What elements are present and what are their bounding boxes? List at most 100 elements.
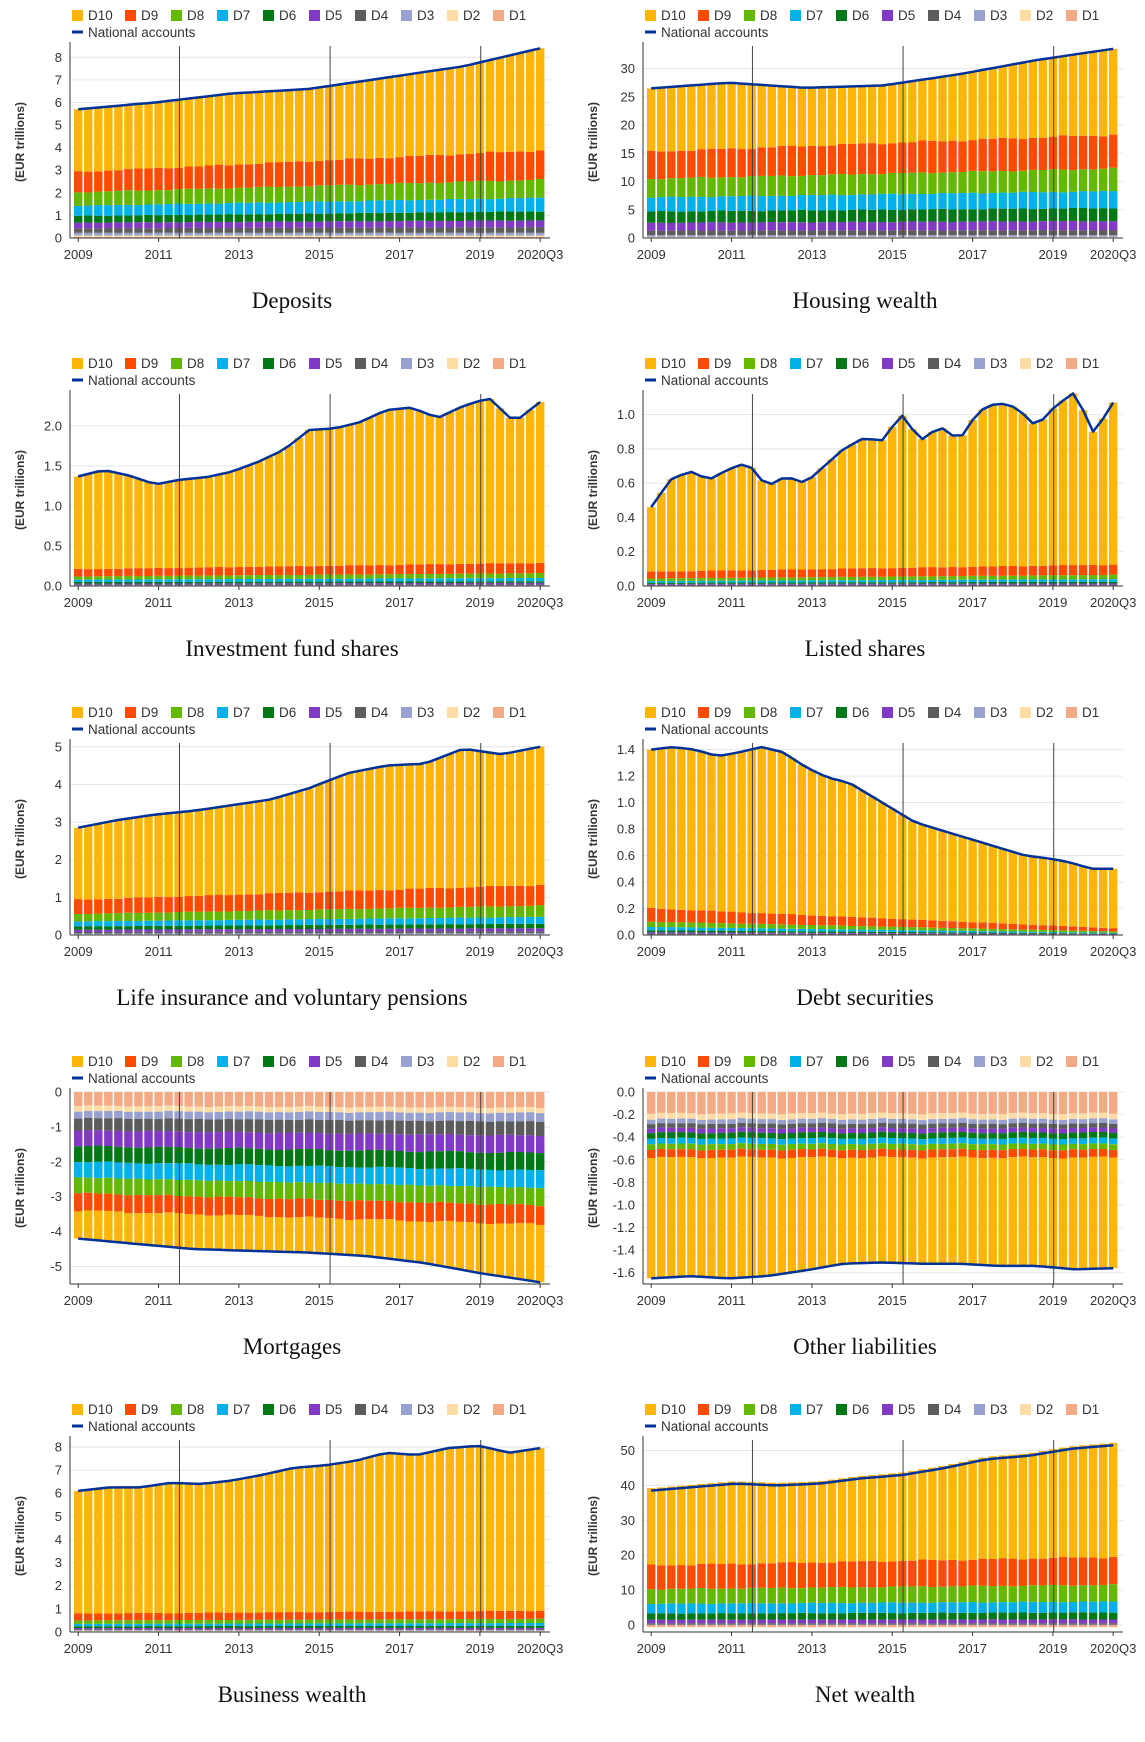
bar-d7 <box>798 929 806 931</box>
bar-d3 <box>395 233 403 236</box>
bar-d8 <box>184 1180 192 1197</box>
bar-d6 <box>888 932 896 933</box>
bar-d4 <box>425 931 433 933</box>
bar-d5 <box>265 1628 273 1629</box>
bar-d5 <box>436 1628 444 1629</box>
legend-swatch-d10 <box>72 1056 83 1067</box>
bar-d5 <box>205 583 213 584</box>
bar-d5 <box>205 222 213 228</box>
bar-d2 <box>1019 1113 1027 1119</box>
bar-d8 <box>878 174 886 194</box>
bar-d5 <box>476 221 484 228</box>
bar-d9 <box>928 920 936 927</box>
bar-d9 <box>395 1202 403 1220</box>
bar-d6 <box>1059 582 1067 584</box>
bar-d4 <box>647 1124 655 1128</box>
bar-d4 <box>315 1629 323 1630</box>
bar-d5 <box>536 220 544 227</box>
bar-d4 <box>395 227 403 232</box>
bar-d6 <box>466 581 474 583</box>
legend-swatch-d10 <box>645 10 656 21</box>
bar-d6 <box>285 582 293 584</box>
bar-d9 <box>707 149 715 178</box>
bar-d6 <box>355 1626 363 1628</box>
bar-d4 <box>285 584 293 585</box>
y-axis-label: (EUR trillions) <box>13 1148 27 1228</box>
bar-d6 <box>134 215 142 222</box>
bar-d3 <box>375 1112 383 1120</box>
bar-d5 <box>124 222 132 228</box>
bar-d7 <box>164 921 172 926</box>
bar-d7 <box>647 927 655 930</box>
bar-d9 <box>154 897 162 913</box>
bar-d8 <box>908 1144 916 1150</box>
bar-d5 <box>687 932 695 933</box>
legend-swatch-d10 <box>72 1404 83 1415</box>
bar-d10 <box>436 758 444 888</box>
bar-d10 <box>144 1486 152 1613</box>
x-tick-label: 2013 <box>224 247 253 262</box>
bar-d6 <box>1059 1133 1067 1139</box>
bar-d7 <box>1099 933 1107 934</box>
bar-d8 <box>838 1144 846 1150</box>
bar-d8 <box>506 573 514 578</box>
bar-d9 <box>255 1199 263 1216</box>
bar-d8 <box>345 185 353 202</box>
bar-d1 <box>1019 1092 1027 1113</box>
bar-d6 <box>778 582 786 583</box>
bar-d4 <box>235 932 243 934</box>
bar-d9 <box>235 1197 243 1215</box>
bar-d5 <box>1049 1129 1057 1134</box>
bar-d7 <box>425 578 433 581</box>
bar-d7 <box>436 1623 444 1626</box>
bar-d8 <box>707 1144 715 1150</box>
bar-d5 <box>838 222 846 230</box>
bar-d5 <box>164 929 172 931</box>
bar-d4 <box>94 932 102 933</box>
bar-d9 <box>958 922 966 928</box>
bar-d4 <box>1079 585 1087 586</box>
bar-d6 <box>74 1626 82 1628</box>
bar-d8 <box>295 1620 303 1624</box>
bar-d6 <box>808 931 816 933</box>
bar-d8 <box>1019 171 1027 192</box>
bar-d2 <box>446 1107 454 1112</box>
bar-d7 <box>154 204 162 215</box>
bar-d7 <box>1059 1139 1067 1144</box>
bar-d7 <box>898 580 906 582</box>
bar-d2 <box>425 1108 433 1113</box>
bar-d4 <box>878 934 886 935</box>
bar-d8 <box>225 189 233 203</box>
bar-d3 <box>74 233 82 236</box>
legend-swatch-d6 <box>263 10 274 21</box>
bar-d6 <box>1079 582 1087 584</box>
legend-swatch-d9 <box>698 10 709 21</box>
bar-d8 <box>335 1619 343 1623</box>
bar-d7 <box>707 928 715 931</box>
bar-d8 <box>717 1589 725 1604</box>
bar-d8 <box>798 176 806 195</box>
bar-d3 <box>425 233 433 236</box>
bar-d3 <box>74 1630 82 1631</box>
bar-d6 <box>245 1148 253 1164</box>
bar-d3 <box>134 1630 142 1631</box>
bar-d10 <box>687 1157 695 1276</box>
bar-d9 <box>1089 136 1097 170</box>
bar-d2 <box>134 235 142 236</box>
bar-d8 <box>456 574 464 579</box>
bar-d8 <box>345 1184 353 1201</box>
bar-d8 <box>727 1144 735 1150</box>
bar-d9 <box>747 913 755 924</box>
bar-d5 <box>516 1135 524 1152</box>
bar-d4 <box>405 227 413 232</box>
bar-d4 <box>436 227 444 232</box>
bar-d9 <box>425 1203 433 1222</box>
bar-d4 <box>677 1623 685 1624</box>
bar-d9 <box>496 1204 504 1224</box>
y-tick-label: 8 <box>55 1439 62 1454</box>
bar-d2 <box>154 1106 162 1111</box>
legend-label-d1: D1 <box>509 356 526 371</box>
bar-d2 <box>647 1114 655 1120</box>
bar-d4 <box>215 584 223 585</box>
bar-d4 <box>516 1121 524 1135</box>
